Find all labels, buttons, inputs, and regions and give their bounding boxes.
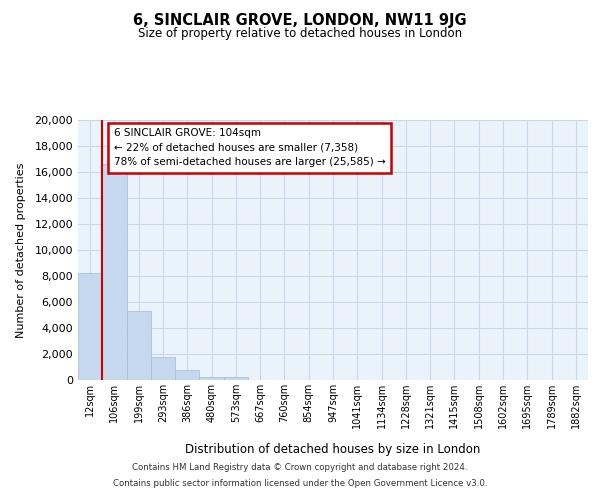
- Bar: [78, 274, 102, 380]
- Bar: [127, 311, 151, 380]
- Y-axis label: Number of detached properties: Number of detached properties: [16, 162, 26, 338]
- Bar: [151, 357, 175, 380]
- Text: Size of property relative to detached houses in London: Size of property relative to detached ho…: [138, 28, 462, 40]
- Text: Distribution of detached houses by size in London: Distribution of detached houses by size …: [185, 442, 481, 456]
- Text: Contains HM Land Registry data © Crown copyright and database right 2024.: Contains HM Land Registry data © Crown c…: [132, 464, 468, 472]
- Text: Contains public sector information licensed under the Open Government Licence v3: Contains public sector information licen…: [113, 478, 487, 488]
- Bar: [199, 377, 224, 380]
- Bar: [175, 370, 199, 380]
- Bar: [102, 164, 127, 380]
- Text: 6, SINCLAIR GROVE, LONDON, NW11 9JG: 6, SINCLAIR GROVE, LONDON, NW11 9JG: [133, 12, 467, 28]
- Text: 6 SINCLAIR GROVE: 104sqm
← 22% of detached houses are smaller (7,358)
78% of sem: 6 SINCLAIR GROVE: 104sqm ← 22% of detach…: [114, 128, 385, 168]
- Bar: [224, 377, 248, 380]
